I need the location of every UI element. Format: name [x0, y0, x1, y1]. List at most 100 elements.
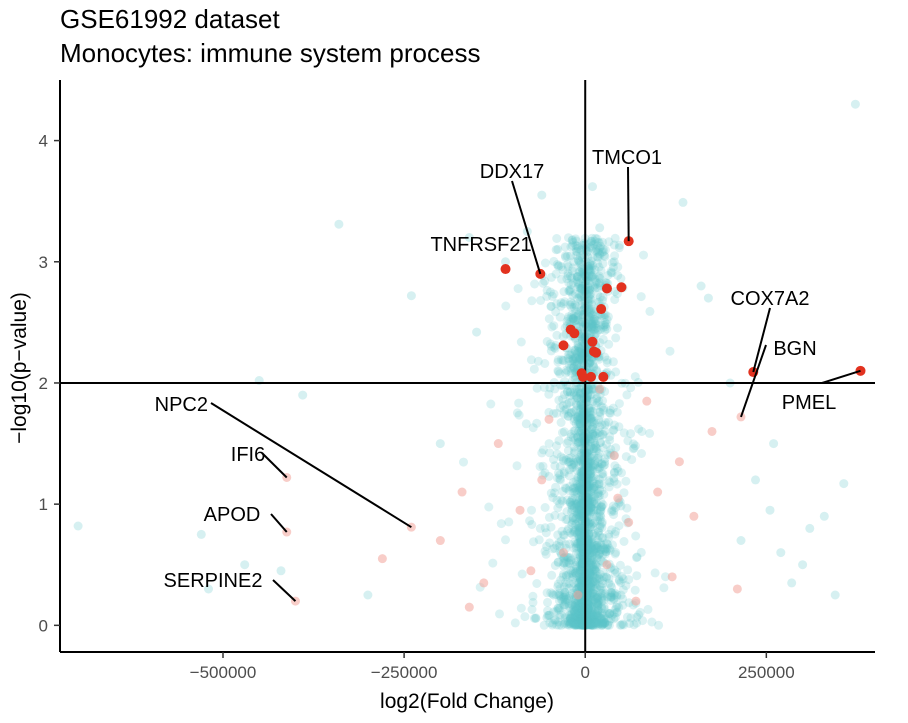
- background-point: [581, 619, 591, 629]
- background-point: [577, 620, 586, 630]
- background-point: [574, 618, 584, 628]
- background-point: [572, 247, 582, 257]
- background-point: [598, 244, 608, 254]
- background-point: [607, 258, 617, 268]
- background-point: [562, 365, 571, 375]
- background-point: [531, 614, 541, 623]
- background-point: [553, 557, 563, 567]
- background-point: [584, 544, 594, 554]
- background-point: [561, 594, 571, 604]
- background-point: [587, 434, 597, 444]
- background-point: [597, 620, 607, 630]
- background-point: [585, 259, 595, 269]
- background-point: [576, 572, 586, 582]
- background-point: [566, 614, 576, 624]
- background-point: [553, 530, 563, 540]
- background-point: [585, 547, 595, 557]
- background-point: [574, 513, 584, 523]
- background-point: [566, 556, 576, 566]
- background-point: [581, 613, 591, 623]
- background-point: [559, 582, 569, 592]
- background-point: [534, 535, 544, 545]
- background-point: [586, 502, 596, 512]
- background-point: [587, 422, 597, 432]
- background-point: [572, 602, 582, 612]
- background-point: [591, 544, 601, 554]
- background-point: [564, 599, 574, 609]
- background-point: [548, 589, 557, 599]
- background-point: [586, 415, 596, 425]
- background-point: [586, 469, 596, 479]
- background-point: [571, 620, 581, 630]
- background-point: [585, 307, 595, 317]
- background-point: [586, 617, 596, 627]
- background-point: [573, 272, 583, 282]
- background-point: [579, 618, 589, 628]
- background-point: [585, 585, 595, 595]
- background-point: [572, 272, 582, 282]
- background-point: [570, 606, 580, 616]
- background-point: [556, 262, 566, 272]
- background-point: [577, 611, 587, 621]
- background-point: [564, 583, 574, 593]
- background-point: [593, 462, 603, 472]
- background-point: [573, 598, 583, 608]
- background-point: [589, 436, 599, 446]
- background-point: [588, 588, 598, 598]
- background-point: [569, 566, 579, 576]
- background-point: [569, 617, 579, 627]
- background-point: [536, 296, 546, 305]
- background-point: [584, 545, 594, 555]
- background-point: [587, 614, 597, 624]
- background-point: [592, 365, 602, 375]
- background-point: [573, 310, 583, 320]
- background-point: [597, 459, 607, 469]
- background-point: [617, 468, 626, 478]
- background-point: [572, 541, 582, 551]
- background-point: [591, 567, 601, 576]
- background-point: [570, 492, 580, 502]
- background-point: [590, 616, 600, 626]
- background-point: [616, 620, 626, 630]
- background-point: [587, 534, 597, 544]
- background-point: [576, 620, 586, 630]
- background-point: [590, 456, 600, 466]
- background-point: [618, 574, 628, 584]
- background-point: [573, 616, 583, 626]
- background-point: [569, 618, 579, 628]
- background-point: [588, 466, 597, 476]
- background-point: [591, 531, 601, 541]
- background-point: [575, 522, 585, 531]
- background-point: [587, 566, 597, 576]
- background-point: [632, 553, 642, 563]
- background-point: [586, 458, 596, 468]
- background-point: [588, 483, 598, 493]
- background-point: [607, 582, 617, 592]
- background-point: [570, 374, 580, 384]
- background-point: [571, 312, 581, 322]
- background-point: [588, 430, 598, 440]
- background-point: [574, 355, 584, 365]
- background-point: [575, 613, 585, 623]
- background-point: [572, 598, 582, 608]
- background-point: [605, 609, 615, 619]
- background-point: [553, 579, 563, 589]
- background-point: [563, 262, 573, 272]
- background-point: [587, 310, 597, 320]
- background-point: [572, 361, 582, 371]
- background-point: [565, 539, 574, 549]
- background-point: [585, 500, 595, 510]
- background-point: [598, 620, 608, 629]
- background-point: [592, 393, 602, 403]
- background-point: [569, 433, 578, 443]
- background-point: [504, 517, 514, 527]
- background-point: [579, 620, 589, 630]
- background-point: [585, 458, 595, 468]
- background-point: [576, 543, 586, 553]
- background-point: [592, 562, 602, 572]
- background-point: [581, 409, 591, 418]
- background-point: [584, 565, 594, 575]
- background-point: [765, 505, 775, 515]
- background-point: [589, 491, 599, 501]
